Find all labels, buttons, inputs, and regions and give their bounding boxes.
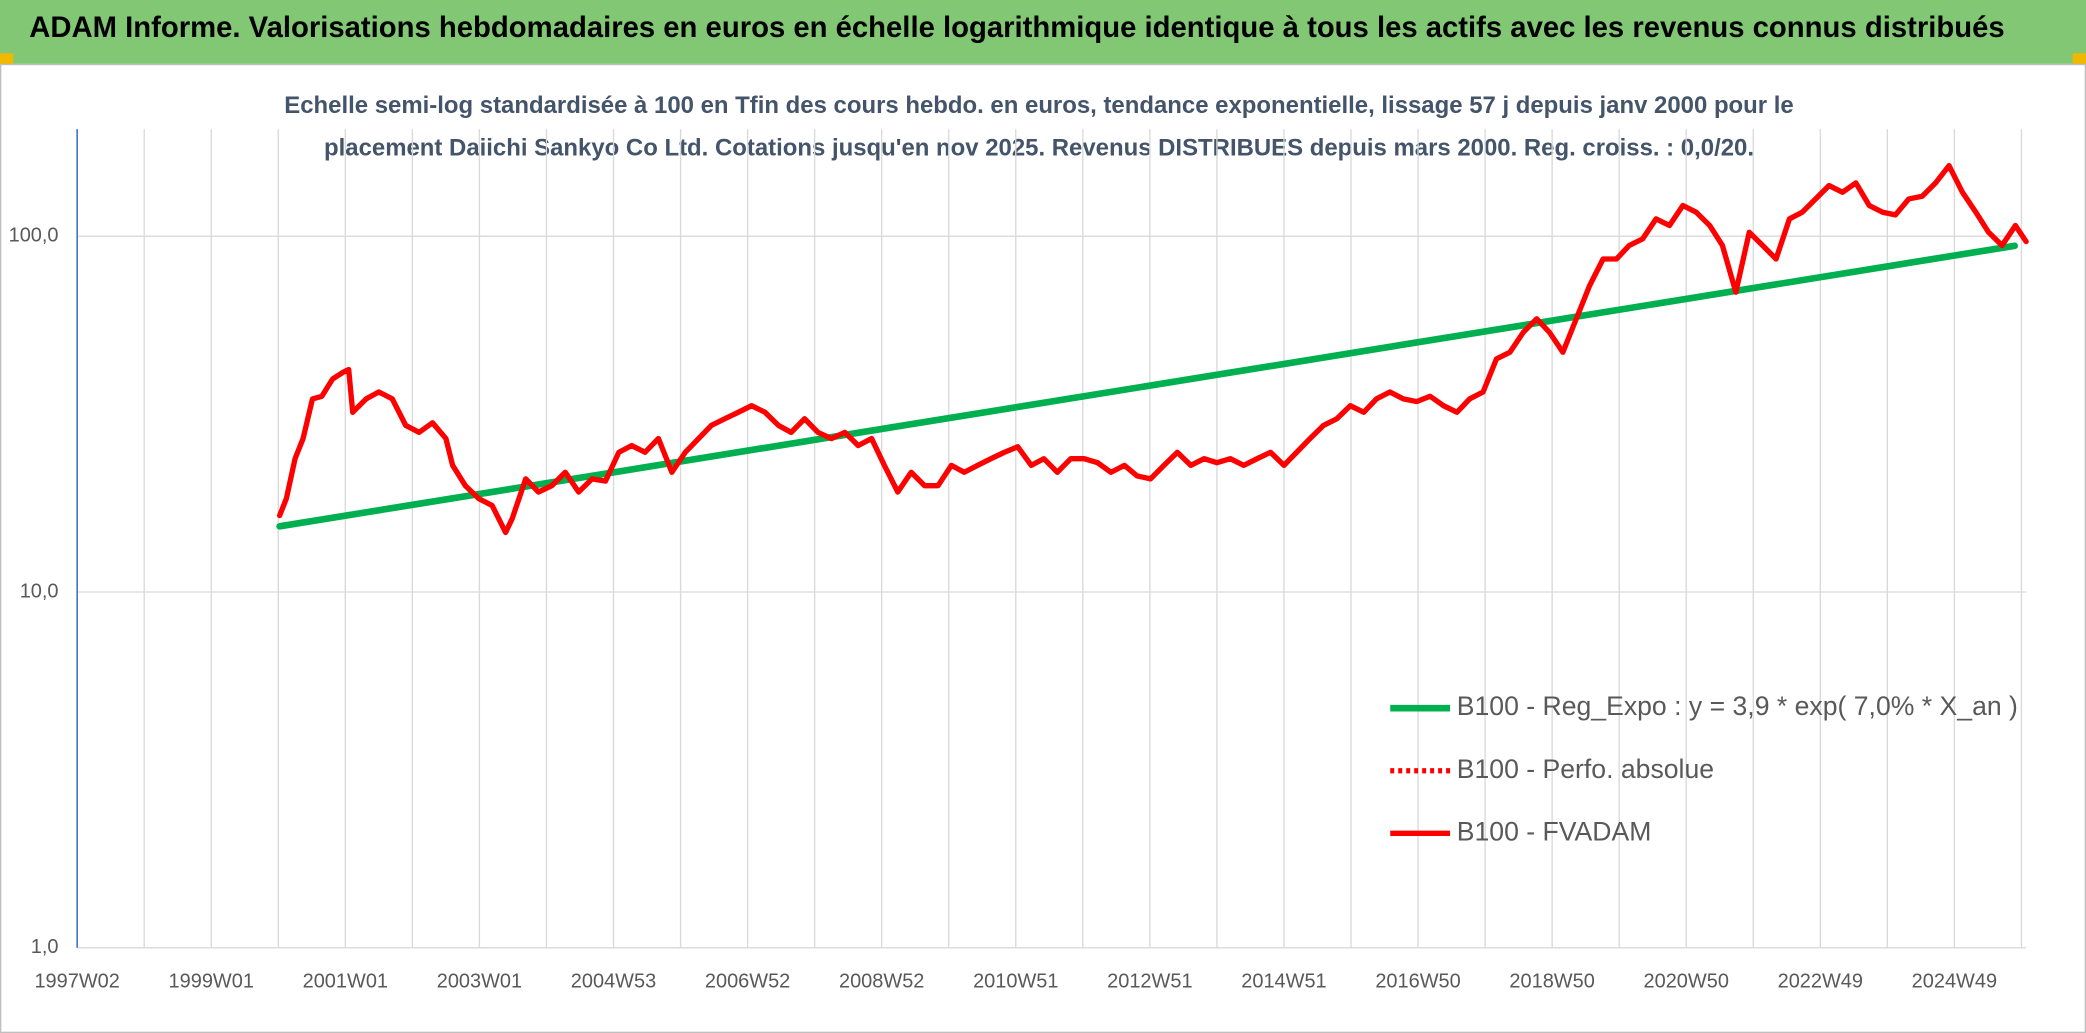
x-tick-label: 2018W50 [1509, 971, 1594, 993]
y-tick-label: 10,0 [20, 580, 59, 602]
x-tick-label: 2012W51 [1107, 971, 1192, 993]
x-tick-label: 2006W52 [705, 971, 790, 993]
x-tick-label: 1999W01 [169, 971, 254, 993]
legend-label: B100 - FVADAM [1457, 816, 1652, 846]
corner [0, 53, 14, 64]
header-bar [0, 0, 2086, 64]
corner [2072, 53, 2086, 64]
legend-label: B100 - Reg_Expo : y = 3,9 * exp( 7,0% * … [1457, 691, 2018, 721]
x-tick-label: 2020W50 [1644, 971, 1729, 993]
y-tick-label: 1,0 [31, 936, 59, 958]
x-tick-label: 2010W51 [973, 971, 1058, 993]
x-tick-label: 2008W52 [839, 971, 924, 993]
x-tick-label: 2014W51 [1241, 971, 1326, 993]
legend-label: B100 - Perfo. absolue [1457, 754, 1714, 784]
x-tick-label: 2016W50 [1375, 971, 1460, 993]
chart-title: placement Daiichi Sankyo Co Ltd. Cotatio… [324, 134, 1754, 161]
x-tick-label: 2004W53 [571, 971, 656, 993]
legend: B100 - Reg_Expo : y = 3,9 * exp( 7,0% * … [1390, 691, 2018, 846]
chart-title: Echelle semi-log standardisée à 100 en T… [284, 92, 1793, 119]
header-title: ADAM Informe. Valorisations hebdomadaire… [29, 12, 2004, 44]
chart-frame [0, 63, 2086, 1033]
x-tick-label: 2001W01 [303, 971, 388, 993]
y-tick-label: 100,0 [9, 224, 59, 246]
x-tick-label: 2003W01 [437, 971, 522, 993]
x-tick-label: 2022W49 [1778, 971, 1863, 993]
x-tick-label: 2024W49 [1912, 971, 1997, 993]
plot-area [276, 162, 2029, 536]
x-tick-label: 1997W02 [34, 971, 119, 993]
line-series [276, 162, 2029, 536]
